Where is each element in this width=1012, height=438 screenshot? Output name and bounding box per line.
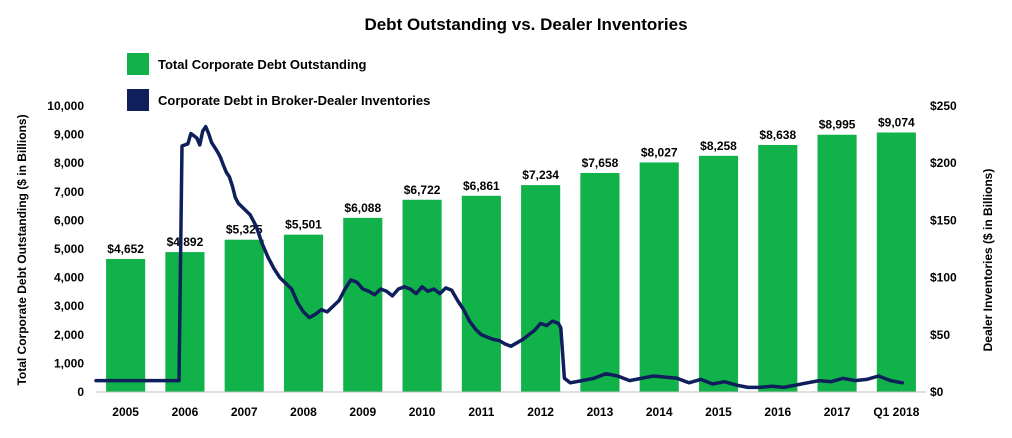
bar-value-label: $4,652 xyxy=(107,242,144,256)
right-axis-tick-label: $200 xyxy=(930,156,957,170)
bar-value-label: $9,074 xyxy=(878,115,915,129)
left-axis-tick-label: 10,000 xyxy=(47,99,84,113)
bar-2015 xyxy=(698,155,739,392)
legend-label-dealer-inventories: Corporate Debt in Broker-Dealer Inventor… xyxy=(158,93,430,108)
left-axis-tick-label: 2,000 xyxy=(54,328,84,342)
bar-value-label: $7,658 xyxy=(582,156,619,170)
bar-2010 xyxy=(402,199,442,392)
bar-value-label: $8,638 xyxy=(759,128,796,142)
bar-value-label: $8,995 xyxy=(819,118,856,132)
left-axis-tick-label: 9,000 xyxy=(54,128,84,142)
x-axis-tick-label: 2008 xyxy=(290,405,317,419)
left-axis-tick-label: 1,000 xyxy=(54,356,84,370)
right-axis-tick-label: $50 xyxy=(930,328,950,342)
bar-2005 xyxy=(106,258,146,392)
bar-2016 xyxy=(758,144,798,392)
left-axis-tick-label: 0 xyxy=(77,385,84,399)
x-axis-tick-label: 2006 xyxy=(172,405,199,419)
bar-q1-2018 xyxy=(876,132,916,393)
right-axis: $0 $50 $100 $150 $200 $250 xyxy=(930,99,957,399)
right-axis-label: Dealer Inventories ($ in Billions) xyxy=(981,169,995,352)
left-axis-label: Total Corporate Debt Outstanding ($ in B… xyxy=(15,114,29,385)
chart-title: Debt Outstanding vs. Dealer Inventories xyxy=(364,15,687,34)
bar-2012 xyxy=(521,185,561,392)
legend-swatch-dealer-inventories xyxy=(127,89,149,111)
legend-swatch-debt-outstanding xyxy=(127,53,149,75)
bar-value-label: $4,892 xyxy=(167,235,204,249)
x-axis-tick-label: 2014 xyxy=(646,405,673,419)
bar-value-label: $5,325 xyxy=(226,223,263,237)
bar-2007 xyxy=(224,239,264,392)
bar-2013 xyxy=(580,172,620,392)
bar-value-label: $6,861 xyxy=(463,179,500,193)
bar-value-label: $8,027 xyxy=(641,145,678,159)
x-axis-tick-label: 2011 xyxy=(468,405,494,419)
right-axis-tick-label: $250 xyxy=(930,99,957,113)
bar-2017 xyxy=(817,134,857,393)
bar-value-label: $8,258 xyxy=(700,139,737,153)
x-axis-tick-label: 2016 xyxy=(764,405,791,419)
left-axis: 0 1,000 2,000 3,000 4,000 5,000 6,000 7,000 8,00… xyxy=(47,99,84,399)
bar-2009 xyxy=(343,217,383,392)
bar-series xyxy=(106,132,916,393)
bar-2011 xyxy=(461,195,501,392)
legend: Total Corporate Debt Outstanding Corpora… xyxy=(127,53,430,111)
x-axis-tick-label: 2015 xyxy=(705,405,732,419)
left-axis-tick-label: 3,000 xyxy=(54,299,84,313)
dealer-inventories-line xyxy=(94,124,905,390)
left-axis-tick-label: 5,000 xyxy=(54,242,84,256)
left-axis-tick-label: 6,000 xyxy=(54,213,84,227)
right-axis-tick-label: $0 xyxy=(930,385,944,399)
left-axis-tick-label: 7,000 xyxy=(54,185,84,199)
x-axis-tick-label: 2013 xyxy=(587,405,614,419)
bar-data-labels: $4,652 $4,892 $5,325 $5,501 $6,088 $6,722 $6,8… xyxy=(107,115,915,255)
line-series xyxy=(94,124,905,390)
x-axis-tick-label: 2012 xyxy=(527,405,554,419)
x-axis-tick-label: 2010 xyxy=(409,405,436,419)
legend-label-debt-outstanding: Total Corporate Debt Outstanding xyxy=(158,57,367,72)
x-axis-tick-label: 2017 xyxy=(824,405,851,419)
bar-value-label: $5,501 xyxy=(285,218,322,232)
right-axis-tick-label: $100 xyxy=(930,271,957,285)
bar-value-label: $6,088 xyxy=(344,201,381,215)
bar-2014 xyxy=(639,162,679,392)
x-axis: 2005 2006 2007 2008 2009 2010 2011 2012 2013 2014… xyxy=(96,391,926,419)
right-axis-tick-label: $150 xyxy=(930,213,957,227)
x-axis-tick-label: 2005 xyxy=(112,405,139,419)
x-axis-tick-label: 2009 xyxy=(349,405,376,419)
bar-value-label: $6,722 xyxy=(404,183,441,197)
bar-2006 xyxy=(165,252,205,392)
bar-value-label: $7,234 xyxy=(522,168,559,182)
left-axis-tick-label: 8,000 xyxy=(54,156,84,170)
x-axis-tick-label: 2007 xyxy=(231,405,258,419)
x-axis-tick-label: Q1 2018 xyxy=(873,405,919,419)
left-axis-tick-label: 4,000 xyxy=(54,271,84,285)
